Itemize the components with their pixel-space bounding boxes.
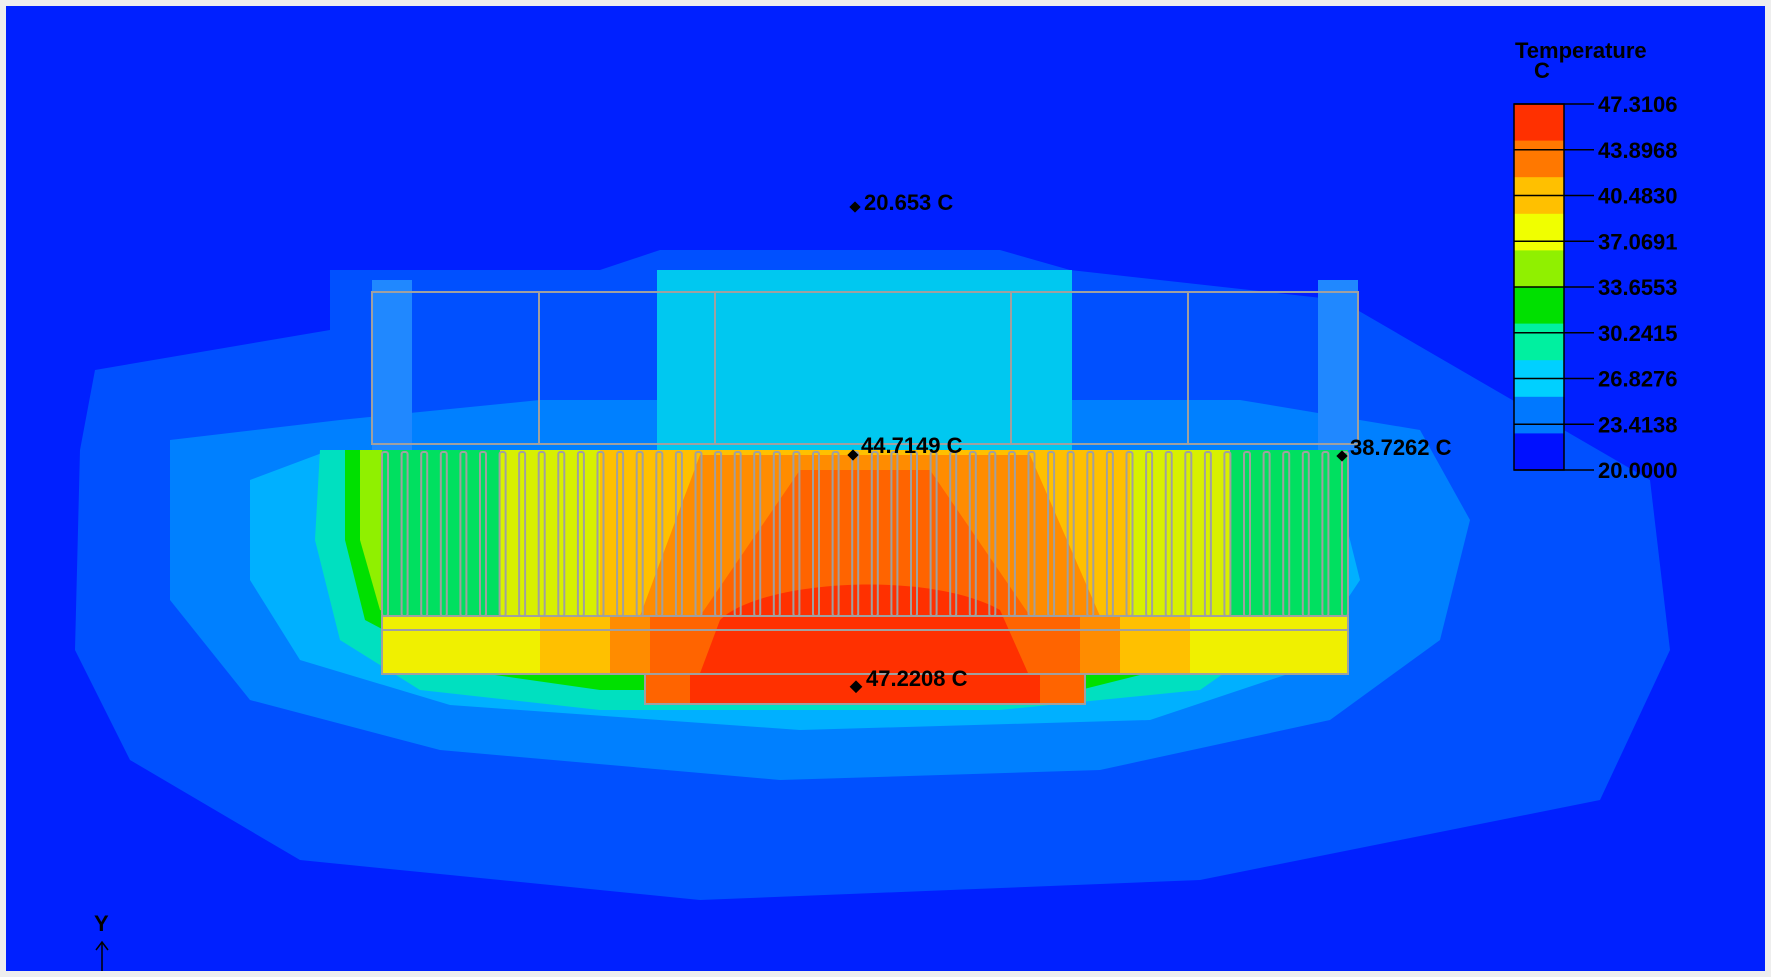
- left-tower: [372, 280, 412, 450]
- probe-marker-source: [849, 680, 863, 694]
- heatsink-fin: [870, 451, 879, 617]
- heatsink-fin: [635, 451, 644, 617]
- probe-marker-fin-edge: [1336, 450, 1348, 462]
- heatsink-fin: [400, 451, 409, 617]
- heatsink-fin: [733, 451, 742, 617]
- legend-band: [1514, 323, 1564, 361]
- probe-label-fin-center: 44.7149 C: [861, 433, 963, 458]
- heatsink-fin: [1321, 451, 1330, 617]
- legend-title: Temperature: [1515, 38, 1647, 63]
- heatsink-fin: [518, 451, 527, 617]
- legend-tick-label: 37.0691: [1598, 229, 1678, 254]
- source-core-fill: [690, 674, 1040, 704]
- enclosure-outline: [371, 291, 1359, 445]
- heatsink-fin: [812, 451, 820, 617]
- heatsink-fin: [537, 451, 546, 617]
- heatsink-fin: [1184, 451, 1193, 617]
- heatsink-fin: [1301, 451, 1310, 617]
- legend-band: [1514, 287, 1564, 325]
- heatsink-fin: [929, 451, 938, 617]
- probe-label-source: 47.2208 C: [866, 666, 968, 691]
- heatsink-fin: [949, 451, 958, 617]
- legend-tick-label: 33.6553: [1598, 275, 1678, 300]
- heatsink-fin: [479, 451, 487, 617]
- legend-band: [1514, 396, 1564, 434]
- heatsink-fin: [1145, 451, 1154, 617]
- heatsink-fin: [1105, 451, 1114, 617]
- heatsink-fin: [890, 451, 899, 617]
- heatsink-fin: [792, 451, 801, 617]
- heatsink-fin: [772, 451, 781, 617]
- geometry-outline: [371, 291, 1359, 705]
- heatsink-fin: [753, 451, 762, 617]
- heatsink-fin: [1125, 451, 1134, 617]
- heatsink-fin: [988, 451, 997, 617]
- axis-triad: Y: [94, 911, 109, 971]
- heatsink-fin: [439, 451, 448, 617]
- axis-y-arrow-head: [95, 940, 109, 951]
- heatsink-fin: [1086, 451, 1095, 617]
- probe-fin-edge: 38.7262 C: [1336, 435, 1452, 462]
- heatsink-fin: [1203, 451, 1212, 617]
- probe-marker-ambient: [849, 201, 861, 213]
- legend-tick-label: 40.4830: [1598, 184, 1678, 209]
- heatsink-fin: [655, 451, 664, 617]
- heatsink-fin: [674, 451, 683, 617]
- heatsink-fin: [831, 451, 840, 617]
- probe-label-ambient: 20.653 C: [864, 190, 953, 215]
- legend-band: [1514, 104, 1564, 142]
- legend-band: [1514, 140, 1564, 178]
- legend-tick-label: 26.8276: [1598, 367, 1678, 392]
- heatsink-fin: [1027, 451, 1036, 617]
- heatsink-fin: [1243, 451, 1251, 617]
- legend-ticks: 47.3106 43.8968 40.4830 37.0691 33.6553 30.24…: [1514, 92, 1678, 483]
- legend-band: [1514, 250, 1564, 288]
- heatsink-fin: [910, 451, 918, 617]
- fin-zone-red-orange: [700, 470, 1030, 616]
- heatsink-fin: [616, 451, 625, 617]
- heatsink-fin: [1262, 451, 1271, 617]
- heatsink-fin: [1007, 451, 1016, 617]
- legend-band: [1514, 213, 1564, 251]
- heatsink-fin: [714, 451, 723, 617]
- heatsink-fin: [694, 451, 703, 617]
- heatsink-fin: [459, 451, 468, 617]
- heatsink-fin: [1164, 451, 1173, 617]
- heatsink-fin: [1282, 451, 1291, 617]
- heatsink-fin: [1066, 451, 1075, 617]
- probe-source: 47.2208 C: [849, 666, 968, 694]
- upper-warm-zone: [657, 270, 1072, 460]
- heatsink-fin: [381, 451, 389, 617]
- probe-markers: 20.653 C 44.7149 C 38.7262 C 47.2208 C: [847, 190, 1452, 694]
- heatsink-fin: [1341, 451, 1349, 617]
- heatsink-fin: [498, 451, 507, 617]
- temperature-legend: Temperature C 47.3106 43.8968 40.4830 37.06…: [1513, 38, 1678, 483]
- legend-tick-label: 30.2415: [1598, 321, 1678, 346]
- heatsink-fin: [420, 451, 429, 617]
- heatsink-fin: [576, 451, 585, 617]
- probe-ambient: 20.653 C: [849, 190, 953, 215]
- probe-marker-fin-center: [847, 449, 859, 461]
- legend-band: [1514, 433, 1564, 471]
- probe-fin-center: 44.7149 C: [847, 433, 963, 461]
- hot-core: [690, 584, 1040, 700]
- legend-tick-label: 20.0000: [1598, 458, 1678, 483]
- heatsink-fin: [557, 451, 566, 617]
- heatsink-fin: [1223, 451, 1232, 617]
- axis-y-label: Y: [94, 911, 109, 936]
- heatsink-fin: [968, 451, 977, 617]
- probe-label-fin-edge: 38.7262 C: [1350, 435, 1452, 460]
- right-tower: [1318, 280, 1358, 450]
- legend-tick-label: 47.3106: [1598, 92, 1678, 117]
- legend-tick-label: 43.8968: [1598, 138, 1678, 163]
- heatsink-fin: [596, 451, 605, 617]
- heat-source-outline: [644, 673, 1086, 705]
- legend-tick-label: 23.4138: [1598, 412, 1678, 437]
- legend-unit: C: [1534, 58, 1550, 83]
- heatsink-fin: [1047, 451, 1056, 617]
